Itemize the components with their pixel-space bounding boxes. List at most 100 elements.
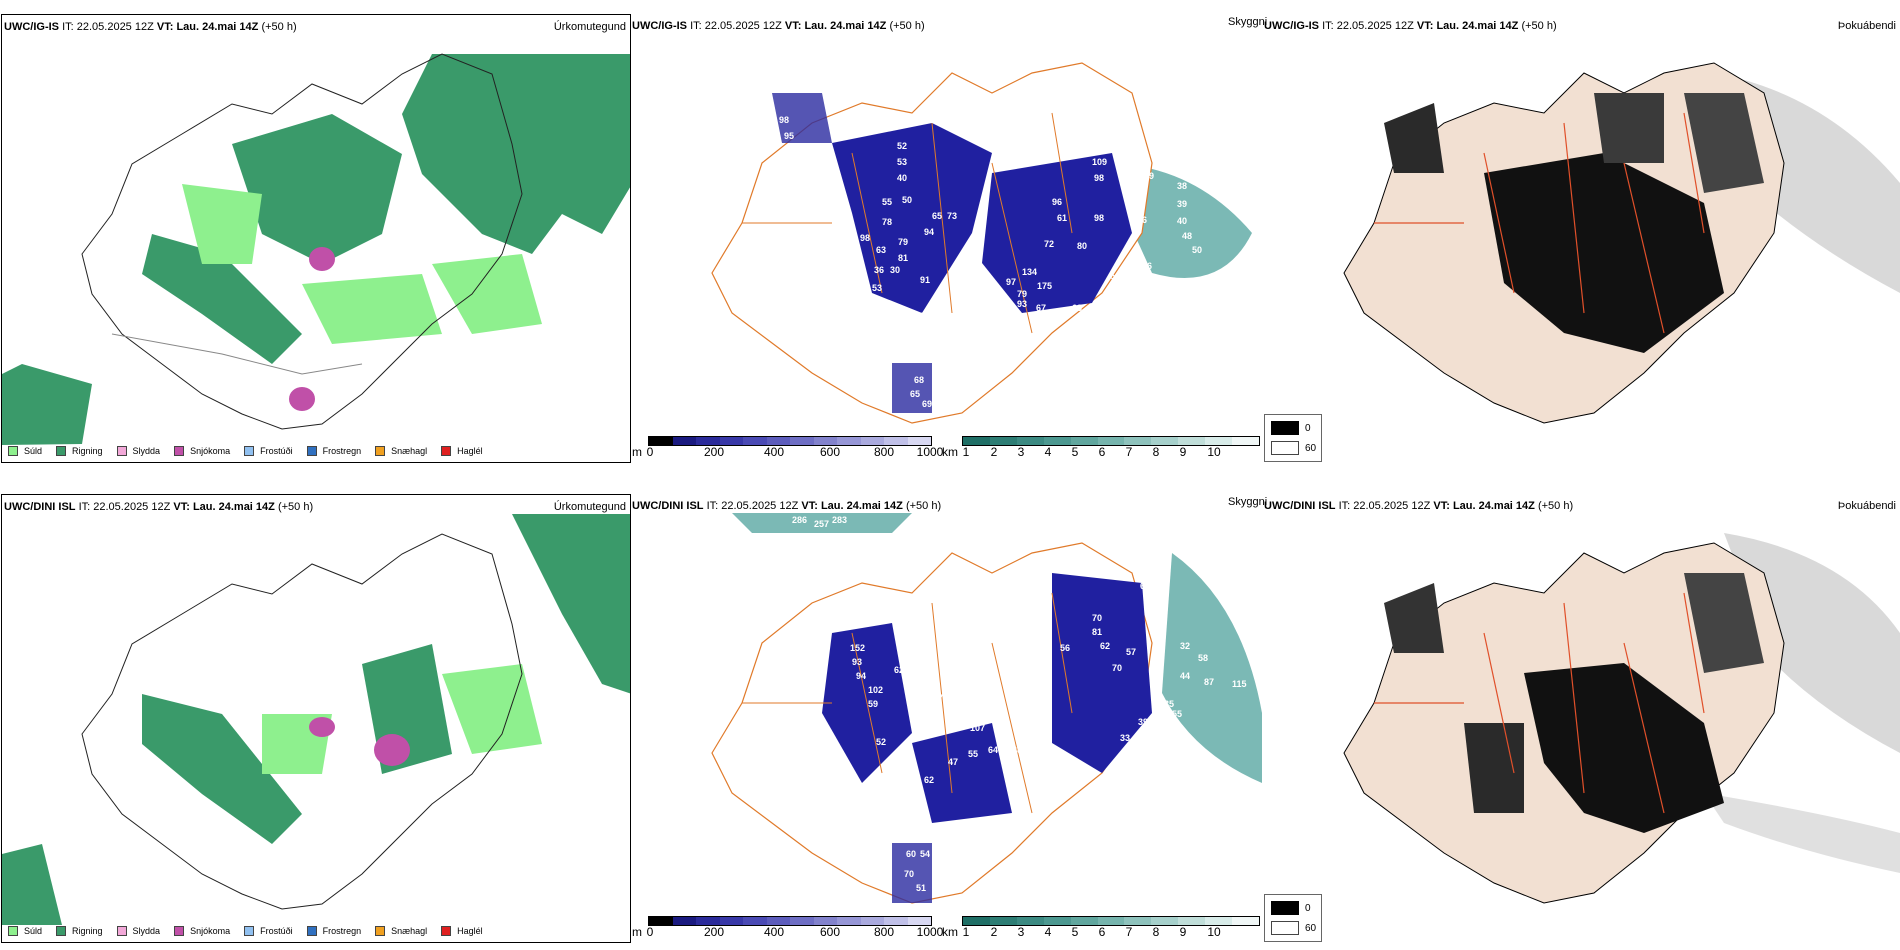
it-label: IT: xyxy=(78,501,91,513)
tick-label: 8 xyxy=(1152,445,1160,459)
model-name: UWC/IG-IS xyxy=(4,21,59,33)
map-value-label: 94 xyxy=(856,671,867,681)
legend-item-snjokoma: Snjókoma xyxy=(174,926,230,936)
panel-header: UWC/IG-IS IT: 22.05.2025 12Z VT: Lau. 24… xyxy=(632,20,925,32)
tick-label: 4 xyxy=(1044,925,1052,939)
tick-label: 400 xyxy=(763,925,785,939)
tick-label: 10 xyxy=(1207,445,1221,459)
map-value-label: 55 xyxy=(882,197,893,207)
lead-time: (+50 h) xyxy=(1537,500,1574,512)
legend-label: Frostúði xyxy=(260,446,293,456)
legend-swatch xyxy=(174,446,185,456)
legend-item-snjokoma: Snjókoma xyxy=(174,446,230,456)
ceiling-visibility-panel-bottom: UWC/DINI ISL IT: 22.05.2025 12Z VT: Lau.… xyxy=(632,494,1262,943)
it-value: 22.05.2025 12Z xyxy=(1336,20,1414,32)
tick-label: 800 xyxy=(873,445,895,459)
map-value-label: 58 xyxy=(1124,145,1135,155)
map-value-label: 52 xyxy=(876,737,887,747)
map-value-label: 81 xyxy=(1092,627,1103,637)
precip-map xyxy=(2,514,630,925)
tick-label: 1000 xyxy=(916,925,944,939)
fog-map xyxy=(1264,33,1900,444)
panel-title: Þokuábendi xyxy=(1837,500,1896,512)
legend-label: Rigning xyxy=(72,446,103,456)
tick-label: 600 xyxy=(819,445,841,459)
tick-label: 8 xyxy=(1152,925,1160,939)
tick-label: 9 xyxy=(1179,925,1187,939)
fog-index-panel-top: UWC/IG-IS IT: 22.05.2025 12Z VT: Lau. 24… xyxy=(1264,14,1900,463)
tick-label: 2 xyxy=(990,445,998,459)
map-value-label: 286 xyxy=(792,515,808,525)
fog-key-low: 0 xyxy=(1305,903,1311,914)
map-value-label: 79 xyxy=(1017,289,1028,299)
legend-swatch xyxy=(375,446,386,456)
tick-label: 1 xyxy=(962,445,970,459)
vt-value: Lau. 24.mai 14Z xyxy=(192,501,275,513)
legend-item-slydda: Slydda xyxy=(116,446,160,456)
map-value-label: 48 xyxy=(1182,231,1193,241)
ceiling-map: 38 39 40 48 50 46 52 70 112 127 176 98 9… xyxy=(632,33,1262,444)
panel-header: UWC/IG-IS IT: 22.05.2025 12Z VT: Lau. 24… xyxy=(4,21,626,33)
fog-key-low: 0 xyxy=(1305,423,1311,434)
legend-label: Súld xyxy=(24,926,43,936)
map-value-label: 54 xyxy=(920,849,931,859)
map-value-label: 63 xyxy=(876,245,887,255)
map-value-label: 70 xyxy=(904,869,915,879)
ceiling-colorbar-cells xyxy=(648,436,932,446)
legend-label: Haglél xyxy=(457,926,483,936)
vt-label: VT: xyxy=(173,501,190,513)
map-value-label: 53 xyxy=(872,283,883,293)
tick-label: 6 xyxy=(1098,445,1106,459)
map-value-label: 112 xyxy=(1132,329,1147,339)
model-name: UWC/IG-IS xyxy=(632,20,687,32)
fog-key-white xyxy=(1271,921,1299,935)
map-value-labels: 38 39 40 48 50 46 52 70 112 127 176 98 9… xyxy=(632,33,1262,444)
lead-time: (+50 h) xyxy=(889,20,925,32)
vt-label: VT: xyxy=(1433,500,1450,512)
map-value-label: 87 xyxy=(1204,677,1215,687)
ceiling-colorbar: m 0 200 400 600 800 1000 xyxy=(632,436,943,459)
map-value-label: 60 xyxy=(906,849,917,859)
map-value-label: 77 xyxy=(922,685,933,695)
map-value-label: 81 xyxy=(898,253,909,263)
legend-item-snaehagl: Snæhagl xyxy=(375,926,427,936)
map-value-label: 76 xyxy=(1137,215,1148,225)
legend-item-frostregn: Frostregn xyxy=(306,926,361,936)
map-value-label: 79 xyxy=(898,237,909,247)
tick-label: 1000 xyxy=(916,445,944,459)
map-value-label: 44 xyxy=(1180,671,1191,681)
it-value: 22.05.2025 12Z xyxy=(93,501,171,513)
tick-label: 3 xyxy=(1017,925,1025,939)
legend-swatch xyxy=(306,446,317,456)
tick-label: 7 xyxy=(1125,445,1133,459)
map-value-label: 66 xyxy=(968,689,979,699)
visibility-title: Skyggni xyxy=(1228,16,1268,28)
legend-item-sudl: Súld xyxy=(8,446,42,456)
legend-item-rigning: Rigning xyxy=(56,926,103,936)
map-value-label: 36 xyxy=(1142,261,1153,271)
it-label: IT: xyxy=(690,20,702,32)
map-value-label: 86 xyxy=(1168,775,1179,785)
map-value-label: 69 xyxy=(922,399,933,409)
map-value-label: 60 xyxy=(918,631,929,641)
ceiling-unit: m xyxy=(632,925,642,939)
map-value-label: 65 xyxy=(910,389,921,399)
map-value-label: 93 xyxy=(852,657,863,667)
map-value-label: 38 xyxy=(1120,293,1131,303)
map-value-label: 109 xyxy=(1092,157,1108,167)
map-value-label: 35 xyxy=(1164,699,1175,709)
map-value-label: 50 xyxy=(902,195,913,205)
map-value-label: 73 xyxy=(947,211,958,221)
precip-legend: Súld Rigning Slydda Snjókoma Frostúði Fr… xyxy=(8,446,497,456)
map-value-label: 65 xyxy=(934,375,945,385)
map-value-label: 94 xyxy=(924,227,935,237)
map-value-label: 276 xyxy=(912,325,928,335)
legend-item-slydda: Slydda xyxy=(116,926,160,936)
ceiling-map: 283 257 286 32 58 87 115 44 66 70 81 62 … xyxy=(632,513,1262,924)
map-value-label: 50 xyxy=(972,587,983,597)
vt-label: VT: xyxy=(784,20,802,32)
map-value-label: 36 xyxy=(874,265,885,275)
panel-title: Úrkomutegund xyxy=(553,501,626,513)
map-value-label: 52 xyxy=(897,141,908,151)
map-value-label: 61 xyxy=(1057,213,1068,223)
